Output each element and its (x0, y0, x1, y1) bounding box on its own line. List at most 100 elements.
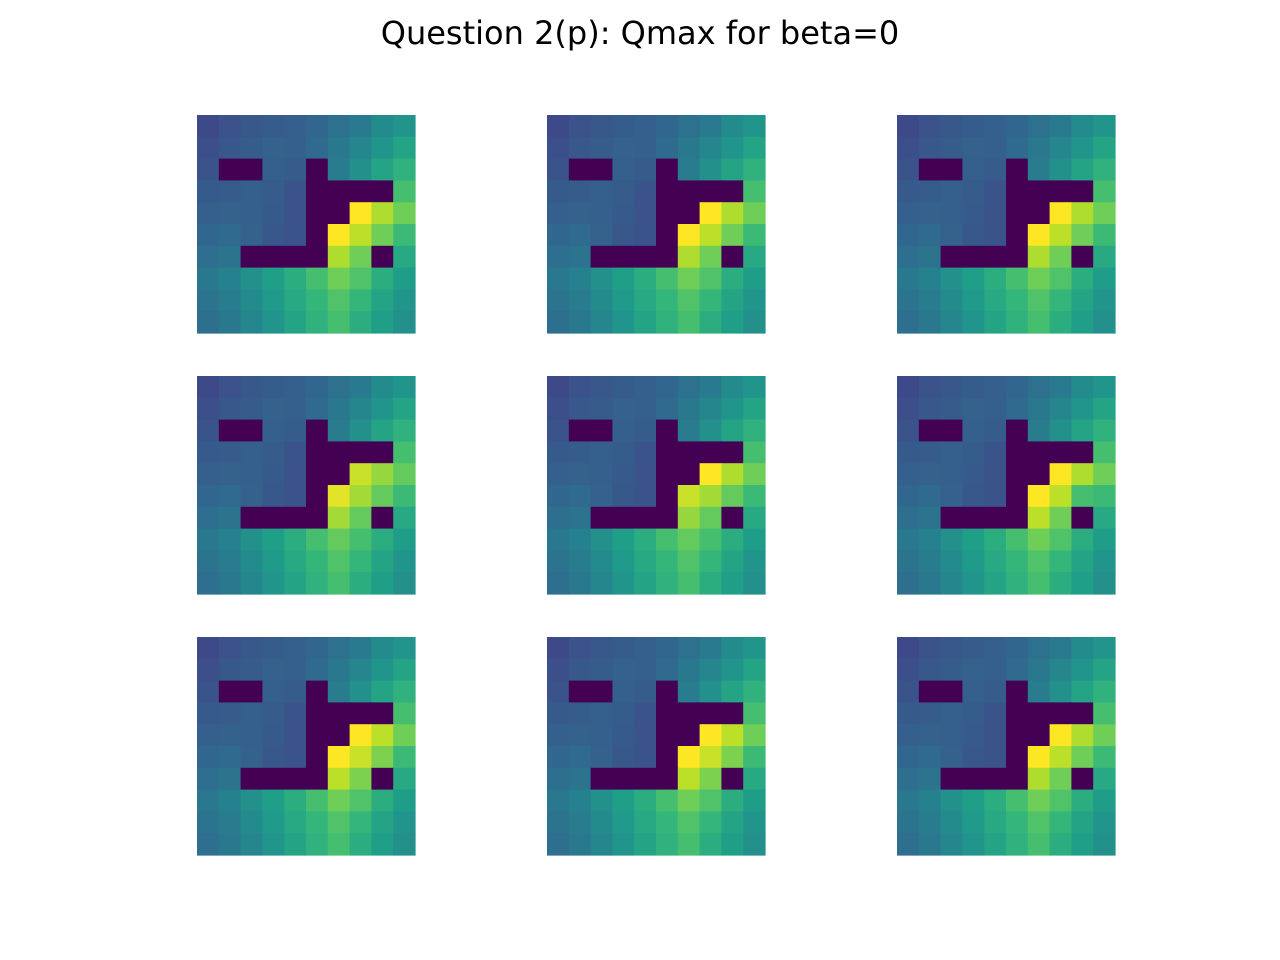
heatmap-cell (371, 397, 394, 421)
heatmap-cell (327, 485, 351, 508)
heatmap-cell (393, 245, 416, 269)
heatmap-cell (262, 441, 285, 464)
heatmap-cell (897, 680, 920, 703)
heatmap-cell (547, 136, 570, 160)
heatmap-cell (656, 506, 679, 530)
heatmap-cell (371, 789, 394, 812)
heatmap-cell (284, 658, 307, 682)
heatmap-cell (306, 528, 329, 551)
heatmap-cell (918, 267, 942, 290)
heatmap-cell (721, 506, 744, 530)
heatmap-cell (940, 224, 963, 247)
heatmap-cell (1049, 506, 1072, 530)
heatmap-cell (284, 463, 307, 486)
heatmap-cell (349, 702, 372, 725)
heatmap-cell (393, 463, 416, 486)
heatmap-cell (612, 376, 635, 399)
heatmap-cell (656, 136, 679, 160)
heatmap-cell (1006, 680, 1029, 703)
heatmap-cell (218, 463, 242, 486)
heatmap-cell (962, 789, 985, 812)
heatmap-cell (677, 289, 701, 312)
heatmap-cell (699, 441, 722, 464)
heatmap-cell (1027, 136, 1051, 160)
heatmap-cell (1027, 833, 1051, 856)
heatmap-cell (612, 397, 635, 421)
heatmap-cell (962, 245, 985, 269)
heatmap-cell (284, 746, 307, 769)
heatmap-cell (284, 833, 307, 856)
heatmap-cell (306, 637, 329, 660)
heatmap-cell (1049, 115, 1072, 138)
heatmap-cell (656, 441, 679, 464)
heatmap-panel-9 (897, 637, 1116, 856)
heatmap-cell (349, 528, 372, 551)
heatmap-cell (721, 658, 744, 682)
heatmap-cell (1071, 311, 1094, 334)
heatmap-cell (656, 289, 679, 312)
heatmap-cell (984, 158, 1007, 181)
heatmap-cell (721, 463, 744, 486)
heatmap-cell (1049, 811, 1072, 834)
heatmap-cell (306, 658, 329, 682)
heatmap-cell (743, 506, 766, 530)
heatmap-cell (743, 572, 766, 595)
heatmap-cell (218, 572, 242, 595)
heatmap-cell (940, 115, 963, 138)
heatmap-cell (284, 115, 307, 138)
heatmap-cell (1006, 397, 1029, 421)
heatmap-cell (393, 528, 416, 551)
heatmap-cell (349, 245, 372, 269)
heatmap-cell (327, 658, 351, 682)
heatmap-cell (306, 724, 329, 747)
heatmap-cell (327, 572, 351, 595)
heatmap-cell (590, 833, 613, 856)
heatmap-cell (1027, 702, 1051, 725)
heatmap-cell (371, 224, 394, 247)
heatmap-cell (568, 441, 592, 464)
heatmap-cell (371, 267, 394, 290)
heatmap-cell (940, 746, 963, 769)
heatmap-cell (218, 311, 242, 334)
heatmap-cell (218, 550, 242, 573)
heatmap-cell (743, 267, 766, 290)
heatmap-cell (1006, 376, 1029, 399)
heatmap-cell (962, 528, 985, 551)
heatmap-cell (612, 658, 635, 682)
heatmap-cell (547, 376, 570, 399)
heatmap-cell (656, 419, 679, 442)
heatmap-cell (743, 289, 766, 312)
heatmap-cell (897, 746, 920, 769)
heatmap-cell (327, 202, 351, 225)
heatmap-cell (327, 746, 351, 769)
heatmap-cell (1093, 724, 1116, 747)
heatmap-cell (743, 637, 766, 660)
heatmap-cell (306, 767, 329, 791)
heatmap-cell (590, 637, 613, 660)
heatmap-cell (984, 658, 1007, 682)
heatmap-panel-4 (197, 376, 416, 595)
heatmap-cell (897, 637, 920, 660)
heatmap-cell (218, 158, 242, 181)
heatmap-cell (897, 506, 920, 530)
heatmap-cell (677, 550, 701, 573)
heatmap-cell (1049, 702, 1072, 725)
heatmap-cell (262, 202, 285, 225)
heatmap-cell (1093, 136, 1116, 160)
heatmap-cell (547, 463, 570, 486)
heatmap-cell (349, 572, 372, 595)
heatmap-cell (262, 245, 285, 269)
heatmap-cell (240, 680, 263, 703)
heatmap-cell (721, 811, 744, 834)
heatmap-cell (197, 572, 220, 595)
heatmap-cell (1093, 746, 1116, 769)
heatmap-cell (1027, 463, 1051, 486)
heatmap-cell (306, 572, 329, 595)
heatmap-cell (656, 180, 679, 203)
heatmap-cell (349, 202, 372, 225)
heatmap-cell (240, 811, 263, 834)
heatmap-cell (284, 376, 307, 399)
heatmap-cell (371, 245, 394, 269)
heatmap-cell (962, 419, 985, 442)
heatmap-cell (1006, 811, 1029, 834)
